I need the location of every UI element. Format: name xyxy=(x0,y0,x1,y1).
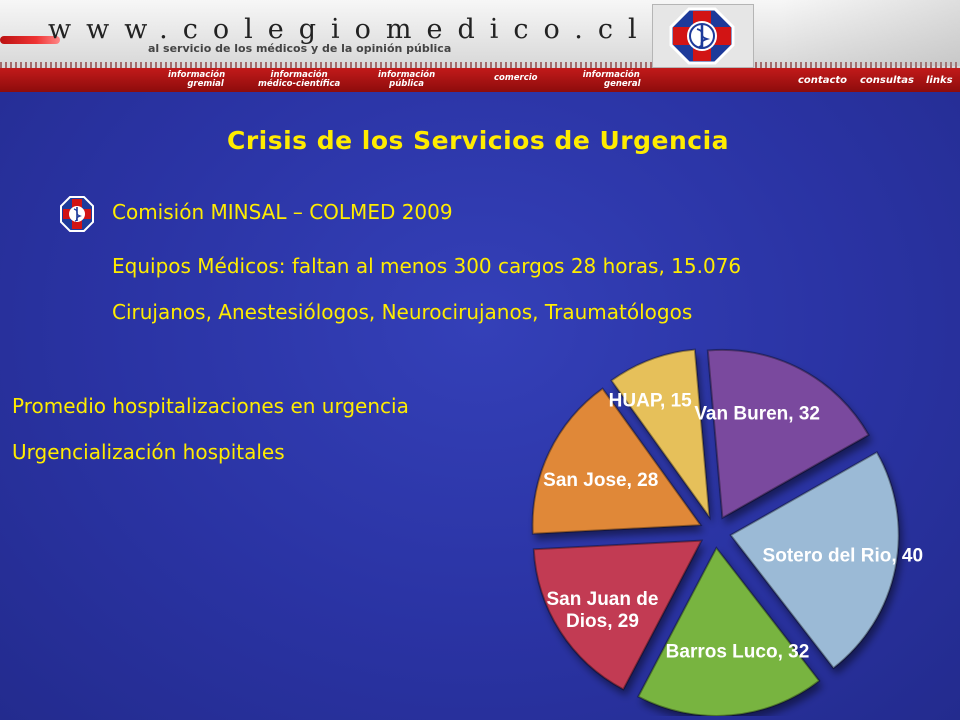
pie-slices xyxy=(531,348,900,716)
site-header: www.colegiomedico.cl al servicio de los … xyxy=(0,0,960,92)
nav-links[interactable]: links xyxy=(926,75,953,86)
pie-label-sotero-del-rio: Sotero del Rio, 40 xyxy=(763,546,923,567)
pie-slice-van-buren xyxy=(706,348,870,520)
pie-slice-san-jose xyxy=(531,387,703,535)
text-promedio-hospitalizaciones: Promedio hospitalizaciones en urgencia xyxy=(12,394,409,418)
nav-sublabel: general xyxy=(604,79,641,89)
nav-sublabel: pública xyxy=(389,79,424,89)
nav-sublabel: médico-científica xyxy=(258,79,341,89)
nav-informacion-publica[interactable]: información pública xyxy=(378,71,435,89)
pie-labels: Van Buren, 32 Sotero del Rio, 40 Barros Lu… xyxy=(543,390,923,662)
nav-label: información xyxy=(168,70,226,80)
pie-label-san-jose: San Jose, 28 xyxy=(543,470,658,491)
header-fade xyxy=(780,0,960,66)
nav-label: información xyxy=(270,70,328,80)
text-especialidades: Cirujanos, Anestesiólogos, Neurocirujano… xyxy=(112,300,693,324)
header-accent-stripe xyxy=(0,36,60,44)
nav-label: información xyxy=(378,70,436,80)
pie-label-huap: HUAP, 15 xyxy=(609,390,693,411)
pie-label-van-buren: Van Buren, 32 xyxy=(694,404,820,425)
pie-label-barros-luco: Barros Luco, 32 xyxy=(666,642,810,663)
colmed-logo-icon xyxy=(669,7,735,65)
main-nav: información gremial información médico-c… xyxy=(0,68,960,92)
nav-informacion-general[interactable]: información general xyxy=(582,71,641,89)
site-url[interactable]: www.colegiomedico.cl xyxy=(48,14,652,45)
text-urgencializacion: Urgencialización hospitales xyxy=(12,440,285,464)
pie-chart: Van Buren, 32 Sotero del Rio, 40 Barros Lu… xyxy=(531,348,923,716)
nav-informacion-medico-cientifica[interactable]: información médico-científica xyxy=(258,71,340,89)
pie-label-san-juan-de-dios: San Juan de Dios, 29 xyxy=(547,589,659,632)
colmed-logo[interactable] xyxy=(652,4,754,68)
pie-slice-barros-luco xyxy=(636,546,821,716)
nav-comercio[interactable]: comercio xyxy=(494,74,537,83)
pie-slice-huap xyxy=(610,348,711,521)
pie-slice-san-juan-de-dios xyxy=(532,539,704,691)
text-equipos-medicos: Equipos Médicos: faltan al menos 300 car… xyxy=(112,254,742,278)
bullet-commission: Comisión MINSAL – COLMED 2009 xyxy=(112,200,453,224)
nav-informacion-gremial[interactable]: información gremial xyxy=(168,71,225,89)
slide-title: Crisis de los Servicios de Urgencia xyxy=(226,126,730,155)
nav-consultas[interactable]: consultas xyxy=(860,75,914,86)
site-tagline: al servicio de los médicos y de la opini… xyxy=(148,42,452,55)
nav-label: información xyxy=(582,70,640,80)
colmed-bullet-icon xyxy=(60,196,94,232)
header-tick-strip xyxy=(0,62,960,68)
nav-label: comercio xyxy=(494,73,538,83)
pie-slice-sotero-del-rio xyxy=(729,450,900,670)
nav-contacto[interactable]: contacto xyxy=(798,75,848,86)
nav-sublabel: gremial xyxy=(187,79,224,89)
